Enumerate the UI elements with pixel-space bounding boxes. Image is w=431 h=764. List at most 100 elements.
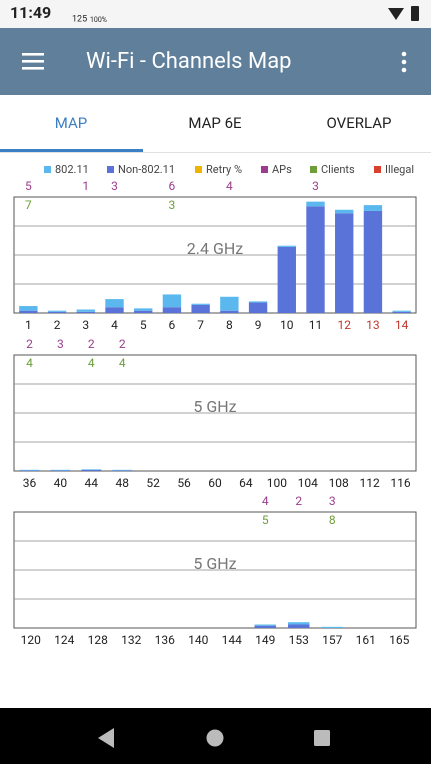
bar <box>248 301 268 303</box>
x-tick-label: 120 <box>21 633 41 647</box>
legend-swatch <box>44 166 51 173</box>
bar <box>47 310 67 312</box>
menu-button[interactable] <box>22 53 44 70</box>
bar <box>288 622 310 625</box>
bar <box>277 246 296 313</box>
x-tick-label: 104 <box>298 476 318 490</box>
x-tick-label: 3 <box>82 318 89 332</box>
x-tick-label: 12 <box>337 318 351 332</box>
bar <box>134 308 153 311</box>
bar <box>50 469 71 471</box>
app-bar <box>0 28 431 95</box>
band-label: 5 GHz <box>193 397 236 416</box>
x-tick-label: 108 <box>329 476 349 490</box>
status-bar <box>0 0 431 28</box>
ap-count: 6 <box>169 179 176 193</box>
bar <box>19 470 40 471</box>
ap-count: 2 <box>26 337 33 351</box>
status-signal: 125 <box>72 14 87 24</box>
back-button[interactable] <box>98 728 114 748</box>
bar <box>191 303 210 305</box>
legend-swatch <box>261 166 268 173</box>
client-count: 8 <box>329 513 336 527</box>
x-tick-label: 124 <box>54 633 74 647</box>
bar <box>162 307 182 313</box>
ap-count: 4 <box>262 494 269 508</box>
tab[interactable]: OVERLAP <box>327 114 392 132</box>
x-tick-label: 165 <box>389 633 409 647</box>
divider <box>0 152 431 153</box>
x-tick-label: 132 <box>121 633 141 647</box>
client-count: 4 <box>88 356 95 370</box>
client-count: 3 <box>169 198 176 212</box>
client-count: 7 <box>25 198 32 212</box>
bar <box>76 309 95 312</box>
ap-count: 2 <box>295 494 302 508</box>
x-tick-label: 48 <box>115 476 129 490</box>
bar <box>220 310 239 313</box>
legend-label: APs <box>272 163 292 176</box>
bar <box>19 306 38 311</box>
x-tick-label: 157 <box>322 633 342 647</box>
legend-swatch <box>195 166 202 173</box>
x-tick-label: 7 <box>197 318 204 332</box>
x-tick-label: 140 <box>188 633 208 647</box>
x-tick-label: 64 <box>239 476 253 490</box>
bar <box>306 206 325 313</box>
ap-count: 2 <box>119 337 126 351</box>
status-time: 11:49 <box>10 3 51 22</box>
bar <box>288 624 310 628</box>
legend-swatch <box>374 166 381 173</box>
x-tick-label: 116 <box>390 476 410 490</box>
home-button[interactable] <box>206 729 224 747</box>
bar <box>363 205 383 211</box>
ap-count: 4 <box>226 179 233 193</box>
x-tick-label: 52 <box>146 476 160 490</box>
x-tick-label: 5 <box>140 318 147 332</box>
legend-label: Clients <box>321 163 355 176</box>
ap-count: 3 <box>57 337 64 351</box>
tab-indicator <box>0 149 143 152</box>
bar <box>112 469 133 471</box>
recents-button[interactable] <box>314 730 330 746</box>
x-tick-label: 9 <box>255 318 262 332</box>
ap-count: 5 <box>25 179 32 193</box>
wifi-icon <box>388 8 404 20</box>
bar <box>105 299 124 308</box>
x-tick-label: 112 <box>359 476 379 490</box>
x-tick-label: 60 <box>208 476 222 490</box>
x-tick-label: 11 <box>309 318 323 332</box>
x-tick-label: 1 <box>25 318 32 332</box>
client-count: 5 <box>262 513 269 527</box>
legend: 802.11 Non-802.11 Retry % APs Clients Illegal <box>44 163 414 176</box>
bar <box>392 311 411 313</box>
x-tick-label: 36 <box>23 476 37 490</box>
tab[interactable]: MAP <box>55 114 87 132</box>
x-tick-label: 153 <box>289 633 309 647</box>
bar <box>81 469 102 470</box>
ap-count: 3 <box>329 494 336 508</box>
x-tick-label: 161 <box>356 633 376 647</box>
bar <box>277 245 296 247</box>
x-tick-label: 44 <box>85 476 99 490</box>
x-tick-label: 40 <box>54 476 68 490</box>
ap-count: 3 <box>111 179 118 193</box>
bar <box>47 311 67 313</box>
bar <box>105 307 124 313</box>
x-tick-label: 10 <box>280 318 294 332</box>
bar <box>392 310 411 312</box>
client-count: 4 <box>26 356 33 370</box>
ap-count: 1 <box>82 179 89 193</box>
x-tick-label: 128 <box>88 633 108 647</box>
bar <box>112 470 133 471</box>
band-label: 5 GHz <box>193 554 236 573</box>
more-button[interactable] <box>401 51 407 73</box>
tab[interactable]: MAP 6E <box>188 114 242 132</box>
bar <box>81 469 102 471</box>
x-tick-label: 136 <box>155 633 175 647</box>
bar <box>254 625 276 628</box>
legend-label: Retry % <box>206 163 242 176</box>
bar <box>162 294 182 308</box>
bar <box>321 626 343 628</box>
